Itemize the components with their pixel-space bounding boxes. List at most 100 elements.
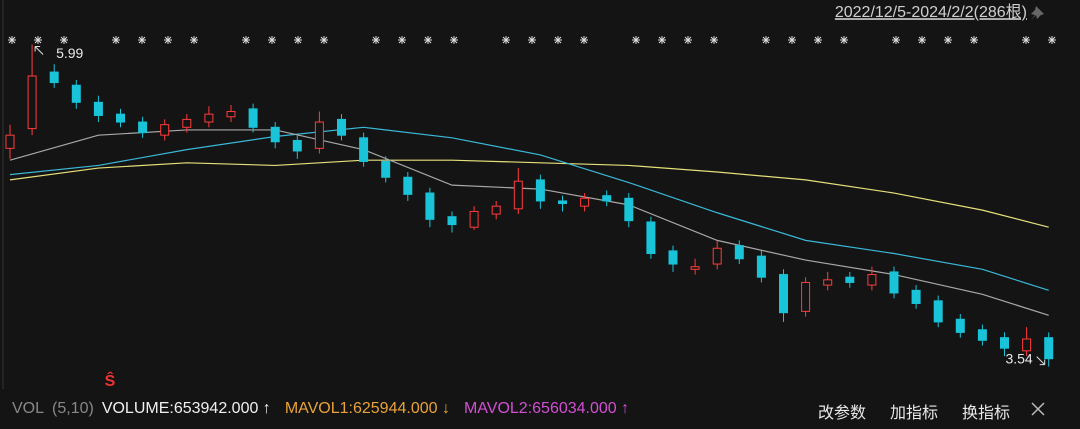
event-marker: [398, 36, 406, 44]
event-marker: [814, 36, 822, 44]
candle-body: [314, 121, 324, 149]
candle-body: [580, 197, 590, 207]
candle-body: [933, 300, 943, 323]
candle-body: [845, 276, 855, 283]
event-marker: [60, 36, 68, 44]
candle-body: [381, 160, 391, 178]
candle-body: [403, 176, 413, 195]
min-arrow: [1036, 356, 1046, 366]
event-marker: [190, 36, 198, 44]
event-marker: [840, 36, 848, 44]
event-marker: [34, 36, 42, 44]
moving-average-line: [9, 126, 1049, 291]
event-marker: [372, 36, 380, 44]
candle-body: [5, 134, 15, 149]
candle-body: [889, 271, 899, 294]
candle-body: [138, 121, 148, 134]
candle-body: [513, 180, 523, 210]
indicator-bar: VOL (5,10) VOLUME:653942.000 ↑ MAVOL1:62…: [0, 389, 1080, 429]
candle-body: [1000, 337, 1009, 349]
event-marker: [970, 36, 978, 44]
mavol1-value: MAVOL1:625944.000 ↓: [284, 400, 450, 417]
event-marker: [320, 36, 328, 44]
candle-body: [823, 279, 833, 286]
candle-body: [646, 221, 656, 255]
candle-body: [248, 108, 258, 128]
chart: 2022/12/5-2024/2/2(286根) Ŝ 5.99 3.54: [2, 0, 1056, 390]
event-marker: [424, 36, 432, 44]
candle-body: [491, 205, 501, 215]
candle-body: [204, 113, 214, 123]
candle-body: [447, 216, 457, 226]
event-marker: [580, 36, 588, 44]
candle-body: [425, 192, 435, 220]
candle-body: [337, 118, 346, 136]
candle-body: [955, 318, 965, 333]
event-marker: [658, 36, 666, 44]
volume-value: VOLUME:653942.000 ↑: [101, 400, 271, 417]
candle-body: [779, 274, 788, 314]
event-marker: [788, 36, 796, 44]
candle-body: [93, 101, 103, 116]
candle-body: [270, 126, 280, 143]
candle-body: [867, 274, 877, 286]
max-label: 5.99: [56, 45, 83, 61]
event-marker: [528, 36, 536, 44]
candle-body: [558, 200, 567, 205]
event-marker: [268, 36, 276, 44]
candle-body: [690, 266, 700, 270]
candle-body: [1022, 338, 1032, 352]
candle-body: [469, 210, 479, 228]
event-marker: [918, 36, 926, 44]
candle-body: [292, 139, 302, 152]
event-marker: [112, 36, 120, 44]
moving-average-line: [9, 159, 1049, 228]
candle-body: [49, 71, 59, 84]
mavol2-value: MAVOL2:656034.000 ↑: [463, 400, 630, 417]
event-marker: [502, 36, 510, 44]
event-marker: [892, 36, 900, 44]
candle-body: [911, 289, 921, 304]
event-marker: [164, 36, 172, 44]
close-button[interactable]: [1030, 401, 1046, 417]
candle-body: [226, 111, 236, 118]
candle-body: [734, 245, 744, 260]
event-marker: [554, 36, 562, 44]
indicator-params: (5,10): [52, 400, 94, 417]
pin-icon[interactable]: [1031, 6, 1044, 20]
candle-body: [359, 137, 369, 162]
indicator-name: VOL: [12, 400, 45, 417]
candle-body: [535, 179, 545, 202]
candle-body: [801, 281, 811, 312]
date-range: 2022/12/5-2024/2/2(286根): [835, 3, 1027, 21]
event-marker: [8, 36, 16, 44]
event-marker: [684, 36, 692, 44]
max-arrow: [34, 45, 44, 55]
event-marker: [762, 36, 770, 44]
candle-body: [71, 84, 81, 103]
event-marker: [632, 36, 640, 44]
button[interactable]: 改参数: [818, 405, 867, 422]
candle-body: [668, 250, 678, 265]
signal-marker: Ŝ: [105, 371, 116, 390]
svg-text:Ŝ: Ŝ: [105, 371, 116, 389]
candle-body: [756, 255, 766, 278]
candle-body: [1044, 337, 1054, 360]
candle-body: [116, 113, 125, 123]
candle-body: [182, 118, 192, 128]
event-marker: [242, 36, 250, 44]
min-label: 3.54: [1005, 350, 1032, 366]
button[interactable]: 加指标: [890, 405, 939, 422]
event-marker: [1048, 36, 1056, 44]
event-marker: [294, 36, 302, 44]
event-marker: [710, 36, 718, 44]
event-marker: [450, 36, 458, 44]
candle-body: [712, 247, 722, 265]
candle-body: [624, 197, 634, 222]
button[interactable]: 换指标: [962, 405, 1011, 422]
event-marker: [944, 36, 952, 44]
candle-body: [602, 195, 612, 202]
candle-body: [27, 75, 37, 130]
event-marker: [138, 36, 146, 44]
